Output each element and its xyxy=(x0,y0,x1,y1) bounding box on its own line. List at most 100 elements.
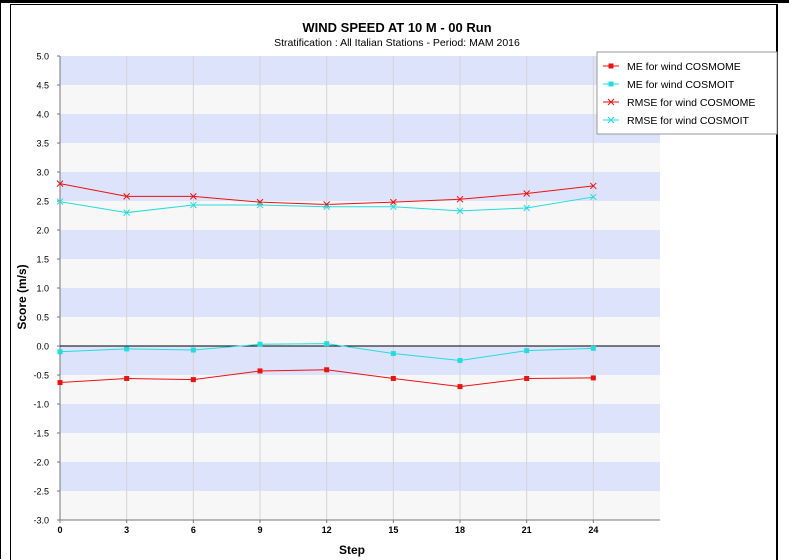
x-tick-label: 21 xyxy=(522,525,532,535)
series-2 xyxy=(57,341,596,363)
series-4 xyxy=(56,193,597,216)
cross-stroke xyxy=(607,116,615,124)
y-tick-label: -1.5 xyxy=(33,429,49,439)
data-point xyxy=(190,377,196,383)
y-tick-label: 2.0 xyxy=(36,226,49,236)
inner-frame xyxy=(10,4,778,560)
data-point xyxy=(456,207,464,215)
legend-entry: ME for wind COSMOME xyxy=(603,61,741,73)
legend-swatch-marker xyxy=(608,63,614,69)
cross-stroke xyxy=(456,207,464,215)
data-point xyxy=(390,351,396,357)
y-tick-label: 4.5 xyxy=(36,81,49,91)
data-point xyxy=(523,190,531,197)
data-point xyxy=(256,198,264,206)
data-point xyxy=(324,341,330,347)
cross-stroke xyxy=(389,203,397,211)
data-point xyxy=(457,384,463,390)
legend: ME for wind COSMOME ME for wind COSMOIT RM… xyxy=(596,51,778,135)
y-tick-labels: 5.0 4.5 4.0 3.5 3.0 2.5 2.0 1.5 1.0 0.5 0.0 -0.5 -1.… xyxy=(33,52,49,526)
plot-band xyxy=(60,85,660,114)
cross-stroke xyxy=(256,198,264,206)
data-point xyxy=(389,203,397,211)
legend-label: RMSE for wind COSMOME xyxy=(627,97,755,109)
data-point xyxy=(123,193,131,200)
cross-stroke xyxy=(523,204,531,212)
plot-background-bands xyxy=(60,56,660,520)
data-point xyxy=(324,367,330,373)
y-tick-label: 1.0 xyxy=(36,284,49,294)
legend-entry: ME for wind COSMOIT xyxy=(603,79,735,91)
data-point xyxy=(257,341,263,347)
x-tick-label: 24 xyxy=(588,525,598,535)
x-tick-label: 12 xyxy=(322,525,332,535)
x-tick-label: 6 xyxy=(191,525,196,535)
legend-label: ME for wind COSMOME xyxy=(627,61,741,73)
cross-stroke xyxy=(256,201,264,209)
cross-stroke xyxy=(189,193,197,200)
legend-box xyxy=(596,51,778,135)
data-point xyxy=(589,182,597,190)
plot-band xyxy=(60,346,660,375)
x-tick-label: 0 xyxy=(57,525,62,535)
data-point xyxy=(323,203,331,211)
data-point xyxy=(56,180,64,187)
legend-swatch-marker xyxy=(607,98,615,106)
y-tick-label: 3.5 xyxy=(36,139,49,149)
legend-label: ME for wind COSMOIT xyxy=(627,79,735,91)
cross-stroke xyxy=(56,180,64,187)
data-point xyxy=(190,347,196,353)
series-group xyxy=(56,180,597,390)
cross-stroke xyxy=(523,190,531,197)
cross-stroke xyxy=(589,182,597,190)
legend-swatch-marker xyxy=(607,116,615,124)
y-tick-label: 2.5 xyxy=(36,197,49,207)
data-point xyxy=(257,368,263,374)
plot-band xyxy=(60,375,660,404)
data-point xyxy=(124,375,130,381)
chart-title: WIND SPEED AT 10 M - 00 Run xyxy=(302,20,491,35)
data-point xyxy=(390,375,396,381)
y-tick-label: 4.0 xyxy=(36,110,49,120)
plot-band xyxy=(60,143,660,172)
cross-stroke xyxy=(323,203,331,211)
x-tick-label: 18 xyxy=(455,525,465,535)
legend-label: RMSE for wind COSMOIT xyxy=(627,115,750,127)
data-point xyxy=(523,204,531,212)
y-tick-label: 5.0 xyxy=(36,52,49,62)
cross-stroke xyxy=(607,98,615,106)
chart-subtitle: Stratification : All Italian Stations - … xyxy=(274,37,520,49)
plot-band xyxy=(60,491,660,520)
grid-lines xyxy=(59,56,594,520)
cross-stroke xyxy=(189,201,197,209)
x-tick-label: 15 xyxy=(388,525,398,535)
x-tick-label: 3 xyxy=(124,525,129,535)
y-tick-label: 0.5 xyxy=(36,313,49,323)
legend-entry: RMSE for wind COSMOIT xyxy=(603,115,750,127)
data-point xyxy=(524,375,530,381)
plot-band xyxy=(60,201,660,230)
series-3 xyxy=(56,180,597,208)
x-axis-label: Step xyxy=(339,543,365,557)
plot-band xyxy=(60,462,660,491)
axes xyxy=(57,55,660,523)
data-point xyxy=(123,209,131,216)
y-tick-label: 3.0 xyxy=(36,168,49,178)
plot-band xyxy=(60,56,660,85)
y-tick-label: 1.5 xyxy=(36,255,49,265)
data-point xyxy=(56,198,64,205)
data-point xyxy=(457,358,463,363)
cross-stroke xyxy=(123,209,131,216)
x-tick-label: 9 xyxy=(257,525,262,535)
data-point xyxy=(456,195,464,203)
data-point xyxy=(256,201,264,209)
data-point xyxy=(189,193,197,200)
data-point xyxy=(590,345,596,351)
y-tick-label: -0.5 xyxy=(33,371,49,381)
y-tick-label: -1.0 xyxy=(33,400,49,410)
plot-band xyxy=(60,404,660,433)
plot-band xyxy=(60,317,660,346)
y-axis-label: Score (m/s) xyxy=(15,264,29,329)
